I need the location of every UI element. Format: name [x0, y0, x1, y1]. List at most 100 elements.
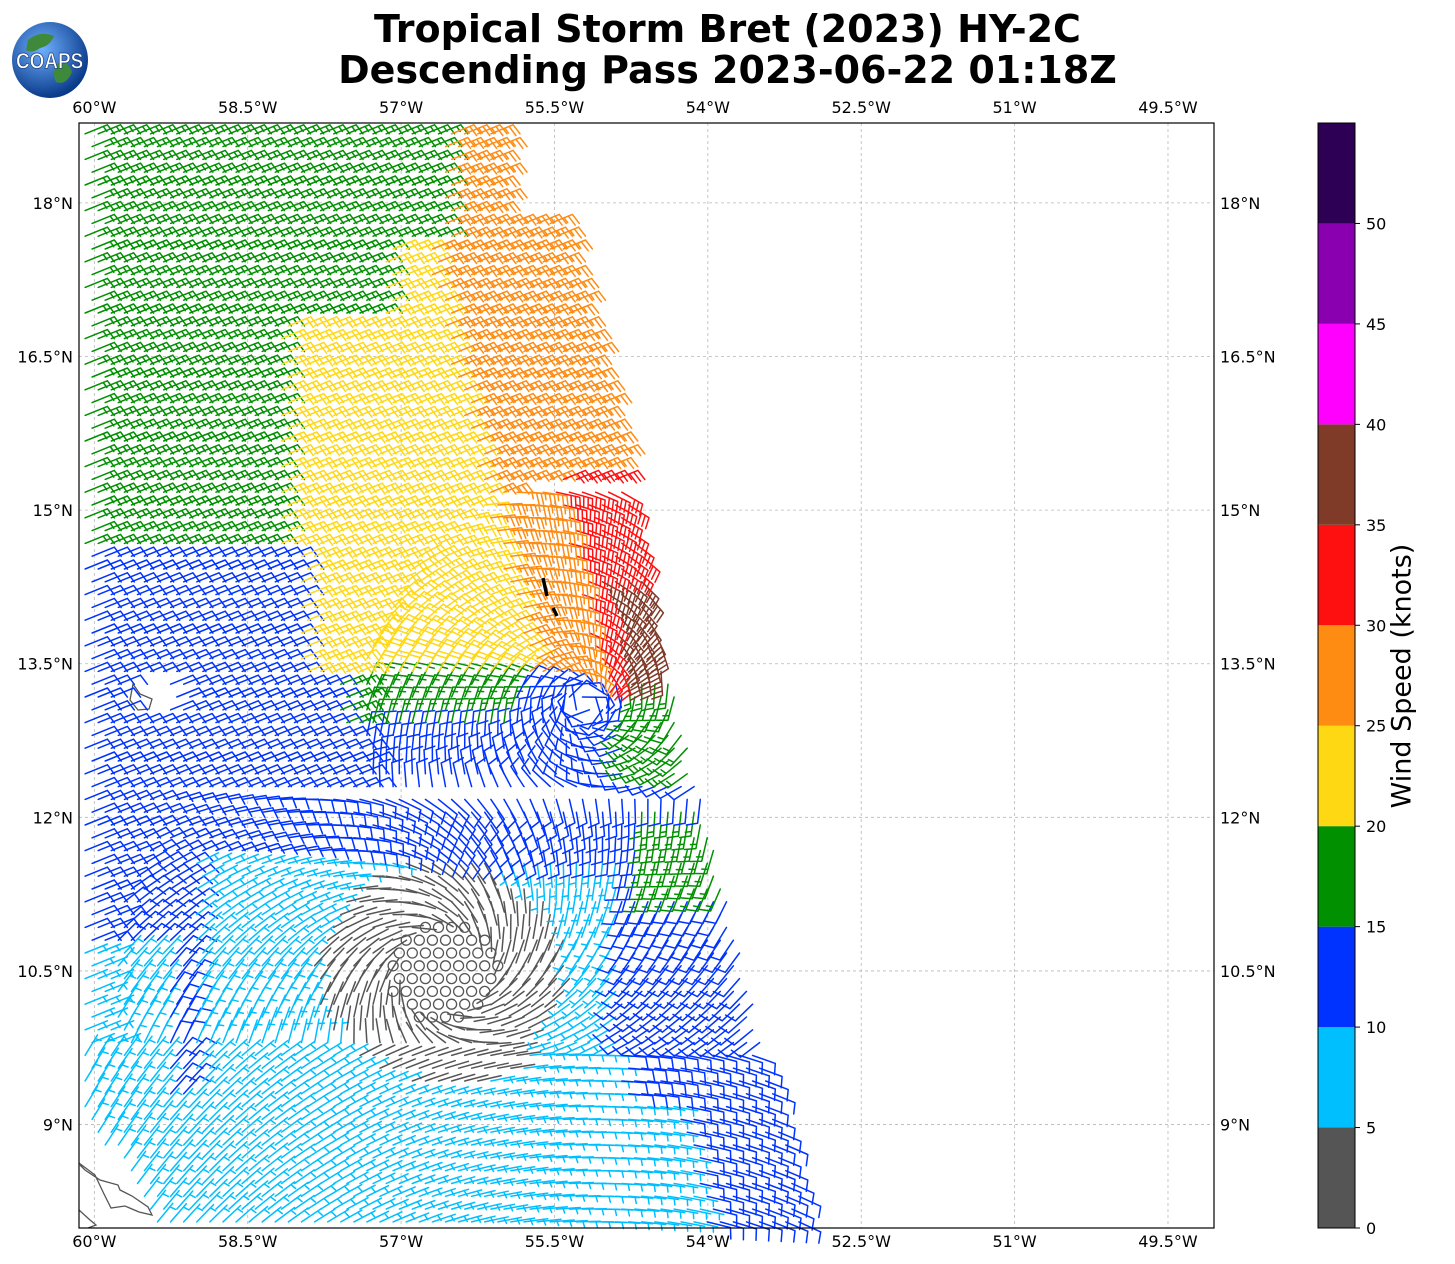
- wind-barb: [136, 983, 155, 1005]
- wind-barb: [156, 1020, 173, 1044]
- wind-barb: [463, 1048, 489, 1057]
- wind-barb: [209, 1204, 230, 1223]
- wind-barb: [319, 981, 332, 1005]
- wind-barb: [697, 1029, 728, 1046]
- wind-barb: [418, 567, 449, 583]
- wind-barb: [248, 1019, 263, 1044]
- wind-barb: [202, 864, 226, 877]
- wind-barb: [189, 1088, 210, 1108]
- wind-barb: [673, 1105, 699, 1117]
- wind-barb: [678, 1016, 708, 1034]
- wind-barb: [300, 1182, 324, 1198]
- wind-barb: [379, 1057, 403, 1069]
- wind-barb: [359, 798, 385, 818]
- wind-barb: [457, 523, 489, 536]
- wind-barb: [771, 1144, 796, 1166]
- wind-barb: [705, 1016, 735, 1034]
- wind-barb: [162, 1189, 183, 1210]
- wind-barb: [686, 1054, 713, 1073]
- wind-barb: [539, 939, 551, 963]
- wind-barb: [602, 837, 617, 866]
- wind-barb: [202, 935, 223, 954]
- wind-barb: [516, 744, 531, 775]
- wind-barb: [359, 980, 369, 1005]
- wind-barb: [649, 721, 675, 744]
- wind-barb: [712, 1054, 738, 1074]
- wind-barb: [431, 862, 453, 878]
- wind-barb: [641, 734, 669, 755]
- lon-label-top: 57°W: [379, 98, 423, 117]
- wind-barb: [437, 627, 466, 647]
- wind-barb: [450, 1073, 476, 1082]
- wind-barb: [176, 1164, 196, 1185]
- wind-barb: [579, 740, 610, 753]
- wind-barb: [189, 1165, 210, 1185]
- wind-barb: [215, 1191, 237, 1210]
- wind-barb: [274, 1053, 297, 1069]
- wind-barb: [685, 1003, 715, 1022]
- wind-barb: [555, 662, 587, 675]
- wind-barb: [136, 862, 167, 877]
- wind-barb: [117, 1124, 136, 1146]
- wind-barb: [574, 1003, 597, 1020]
- wind-barb: [359, 1005, 363, 1031]
- wind-barb: [634, 1182, 660, 1193]
- wind-barb: [581, 811, 594, 842]
- wind-barb: [346, 1005, 352, 1031]
- wind-barb: [209, 1050, 230, 1069]
- wind-barb: [326, 947, 345, 967]
- wind-barb: [641, 875, 662, 900]
- wind-barb: [313, 903, 337, 916]
- wind-barb: [319, 1118, 343, 1133]
- wind-barb: [364, 1017, 368, 1044]
- wind-barb: [583, 901, 597, 926]
- wind-barb: [607, 517, 631, 541]
- wind-barb: [523, 926, 531, 952]
- wind-barb: [84, 943, 109, 954]
- wind-barb: [443, 732, 457, 762]
- wind-barb: [91, 1098, 109, 1121]
- wind-barb: [613, 734, 643, 753]
- wind-barb: [542, 593, 572, 607]
- calm-wind-circle: [419, 921, 432, 934]
- wind-barb: [424, 875, 447, 889]
- wind-barb: [196, 852, 220, 865]
- wind-barb: [712, 1182, 738, 1202]
- wind-barb: [627, 1093, 656, 1108]
- wind-barb: [346, 824, 374, 840]
- lat-label-right: 18°N: [1220, 194, 1260, 213]
- wind-barb: [176, 1139, 196, 1159]
- wind-barb: [758, 1067, 783, 1089]
- wind-barb: [287, 947, 308, 967]
- wind-barb: [326, 1132, 350, 1146]
- wind-barb: [215, 1140, 237, 1159]
- wind-barb: [372, 980, 380, 1005]
- wind-barb: [353, 1107, 376, 1121]
- wind-barb: [372, 746, 386, 775]
- wind-barb: [444, 1162, 470, 1172]
- wind-barb: [503, 901, 509, 927]
- wind-barb: [411, 626, 439, 647]
- wind-barb: [209, 1019, 225, 1044]
- wind-barb: [450, 1124, 476, 1133]
- wind-barb: [254, 1065, 277, 1082]
- wind-barb: [529, 591, 559, 604]
- wind-barb: [634, 1105, 660, 1116]
- wind-barb: [333, 1145, 356, 1159]
- wind-barb: [477, 849, 492, 880]
- wind-barb: [492, 1029, 518, 1036]
- lon-label-top: 58.5°W: [218, 98, 278, 117]
- wind-barb: [333, 1196, 356, 1210]
- wind-barb: [261, 1078, 284, 1095]
- colorbar-title: Wind Speed (knots): [1386, 543, 1418, 809]
- wind-barb: [557, 811, 570, 842]
- wind-barb: [562, 632, 591, 647]
- wind-barb: [546, 811, 558, 842]
- wind-barb: [130, 1048, 150, 1069]
- wind-barb: [456, 732, 469, 762]
- colorbar-tick-label: 35: [1366, 516, 1386, 535]
- wind-barb: [627, 504, 650, 530]
- wind-barb: [385, 939, 408, 954]
- wind-barb: [516, 565, 546, 579]
- wind-barb: [149, 838, 181, 852]
